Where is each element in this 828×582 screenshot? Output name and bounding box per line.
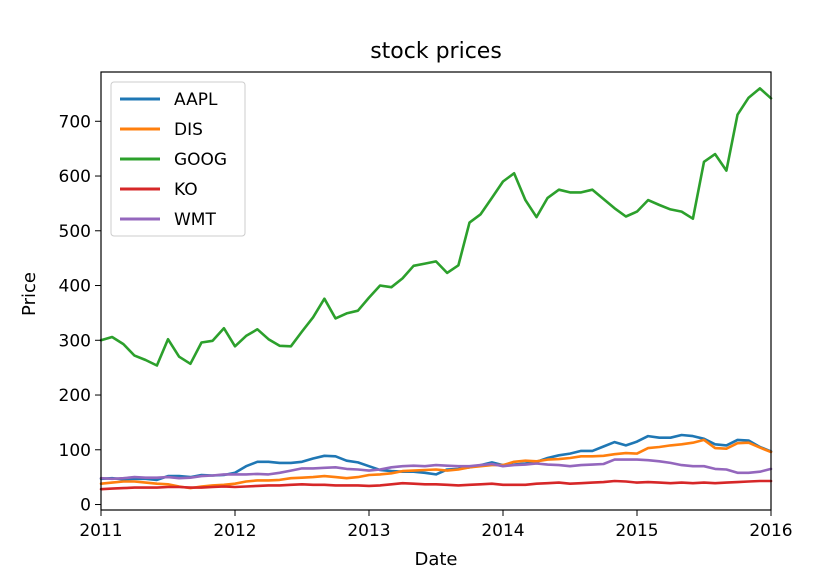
y-tick-label: 100 — [59, 441, 91, 461]
x-tick-label: 2011 — [79, 521, 122, 541]
ticks-layer: 0 100 200 300 400 500 600 700 2011 2012 2013 2014 20… — [59, 112, 793, 541]
chart-title: stock prices — [370, 39, 502, 64]
legend-items: AAPL DIS GOOG KO WMT — [120, 90, 227, 230]
y-tick-label: 0 — [80, 496, 91, 516]
y-tick-label: 400 — [59, 277, 91, 297]
legend-label-aapl: AAPL — [174, 90, 218, 110]
legend: AAPL DIS GOOG KO WMT — [110, 81, 246, 237]
legend-label-dis: DIS — [174, 120, 203, 140]
x-axis-label: Date — [414, 549, 457, 570]
x-tick-label: 2013 — [347, 521, 390, 541]
series-line-aapl — [99, 433, 773, 482]
series-line-dis — [99, 438, 773, 490]
x-tick-label: 2015 — [615, 521, 658, 541]
series-line-goog — [99, 87, 773, 367]
legend-label-wmt: WMT — [174, 210, 216, 230]
x-tick-label: 2016 — [749, 521, 792, 541]
y-tick-label: 600 — [59, 167, 91, 187]
legend-label-ko: KO — [174, 180, 198, 200]
y-tick-label: 500 — [59, 222, 91, 242]
x-tick-label: 2012 — [213, 521, 256, 541]
plot-area-frame — [100, 71, 772, 511]
y-tick-label: 700 — [59, 112, 91, 132]
x-tick-label: 2014 — [481, 521, 524, 541]
y-axis-label: Price — [19, 272, 40, 316]
series-line-wmt — [99, 458, 773, 481]
legend-frame — [110, 81, 246, 237]
y-tick-label: 300 — [59, 331, 91, 351]
series-line-ko — [99, 479, 773, 491]
y-tick-label: 200 — [59, 386, 91, 406]
legend-label-goog: GOOG — [174, 150, 227, 170]
series-layer — [99, 87, 773, 491]
